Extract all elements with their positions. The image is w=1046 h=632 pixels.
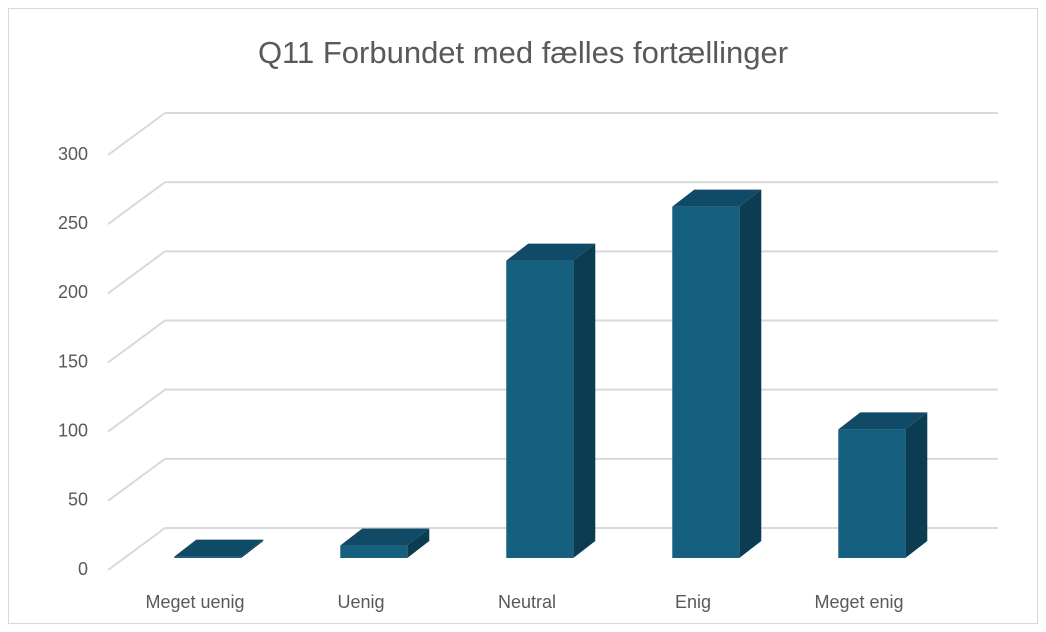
y-tick-label: 150 (58, 351, 88, 371)
y-tick-label: 200 (58, 282, 88, 302)
bar (506, 260, 574, 558)
grid-line (107, 527, 166, 571)
grid-line (107, 112, 166, 156)
grid-line (107, 458, 166, 502)
x-tick-label: Meget enig (814, 592, 903, 612)
y-tick-label: 100 (58, 420, 88, 440)
bar (838, 429, 906, 558)
bar (340, 545, 408, 558)
x-tick-label: Meget uenig (145, 592, 244, 612)
chart-title: Q11 Forbundet med fælles fortællinger (258, 35, 788, 70)
x-tick-label: Neutral (498, 592, 556, 612)
bar-side (407, 528, 430, 558)
bar (174, 556, 242, 558)
bar (672, 206, 740, 558)
bar-side (739, 189, 762, 558)
bar-side (241, 539, 264, 558)
x-tick-label: Enig (675, 592, 711, 612)
y-tick-label: 50 (68, 490, 88, 510)
bar-top (174, 539, 264, 557)
bar-top (838, 412, 928, 430)
grid-line (107, 388, 166, 433)
y-tick-label: 250 (58, 213, 88, 233)
bar-top (672, 189, 762, 207)
grid-line (107, 319, 166, 364)
grid-line (107, 250, 166, 295)
y-tick-label: 300 (58, 144, 88, 164)
bar-top (340, 528, 430, 546)
x-tick-label: Uenig (337, 592, 384, 612)
bar-side (573, 243, 596, 559)
grid-line (107, 181, 166, 225)
y-tick-label: 0 (78, 559, 88, 579)
bar-side (905, 412, 928, 558)
bar-top (506, 243, 596, 261)
